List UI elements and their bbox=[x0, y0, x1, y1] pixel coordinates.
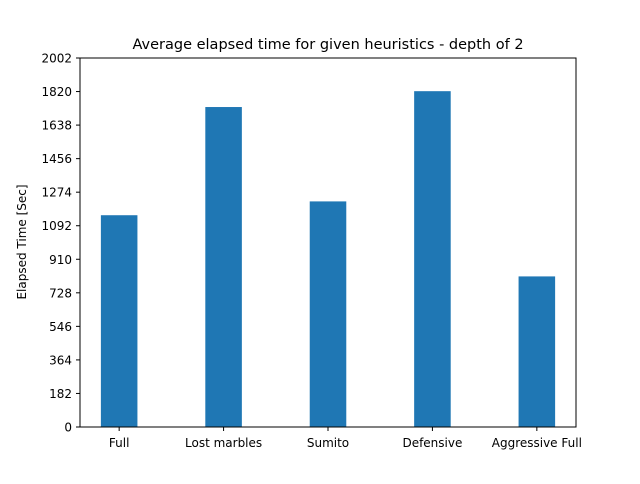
y-tick-label: 364 bbox=[49, 353, 72, 367]
bar-defensive bbox=[414, 91, 451, 428]
y-tick-label: 1274 bbox=[41, 186, 72, 200]
x-tick-label: Defensive bbox=[402, 436, 462, 450]
bar-sumito bbox=[309, 201, 347, 427]
plot-frame bbox=[79, 57, 577, 428]
y-tick-label: 1092 bbox=[41, 219, 72, 233]
chart-title: Average elapsed time for given heuristic… bbox=[132, 37, 523, 53]
x-axis: Full Lost marbles Sumito Defensive Aggressiv… bbox=[109, 427, 582, 450]
y-tick-label: 546 bbox=[49, 320, 72, 334]
y-tick-label: 182 bbox=[49, 387, 72, 401]
y-tick-label: 728 bbox=[49, 286, 72, 300]
bars-layer bbox=[100, 91, 556, 428]
y-axis: 0 182 364 546 728 910 1092 1274 1456 1638 1820 2002 bbox=[41, 52, 80, 435]
bar-full bbox=[100, 215, 138, 427]
y-tick-label: 2002 bbox=[41, 52, 72, 66]
y-tick-label: 1820 bbox=[41, 85, 72, 99]
bar-aggressive-full bbox=[518, 276, 556, 427]
x-tick-label: Aggressive Full bbox=[492, 436, 582, 450]
y-tick-label: 910 bbox=[49, 253, 72, 267]
x-tick-label: Sumito bbox=[307, 436, 349, 450]
bar-lost-marbles bbox=[205, 107, 242, 427]
y-axis-label: Elapsed Time [Sec] bbox=[15, 184, 29, 299]
y-tick-label: 0 bbox=[64, 421, 72, 435]
y-tick-label: 1456 bbox=[41, 152, 72, 166]
x-tick-label: Lost marbles bbox=[185, 436, 262, 450]
y-tick-label: 1638 bbox=[41, 119, 72, 133]
x-tick-label: Full bbox=[109, 436, 130, 450]
